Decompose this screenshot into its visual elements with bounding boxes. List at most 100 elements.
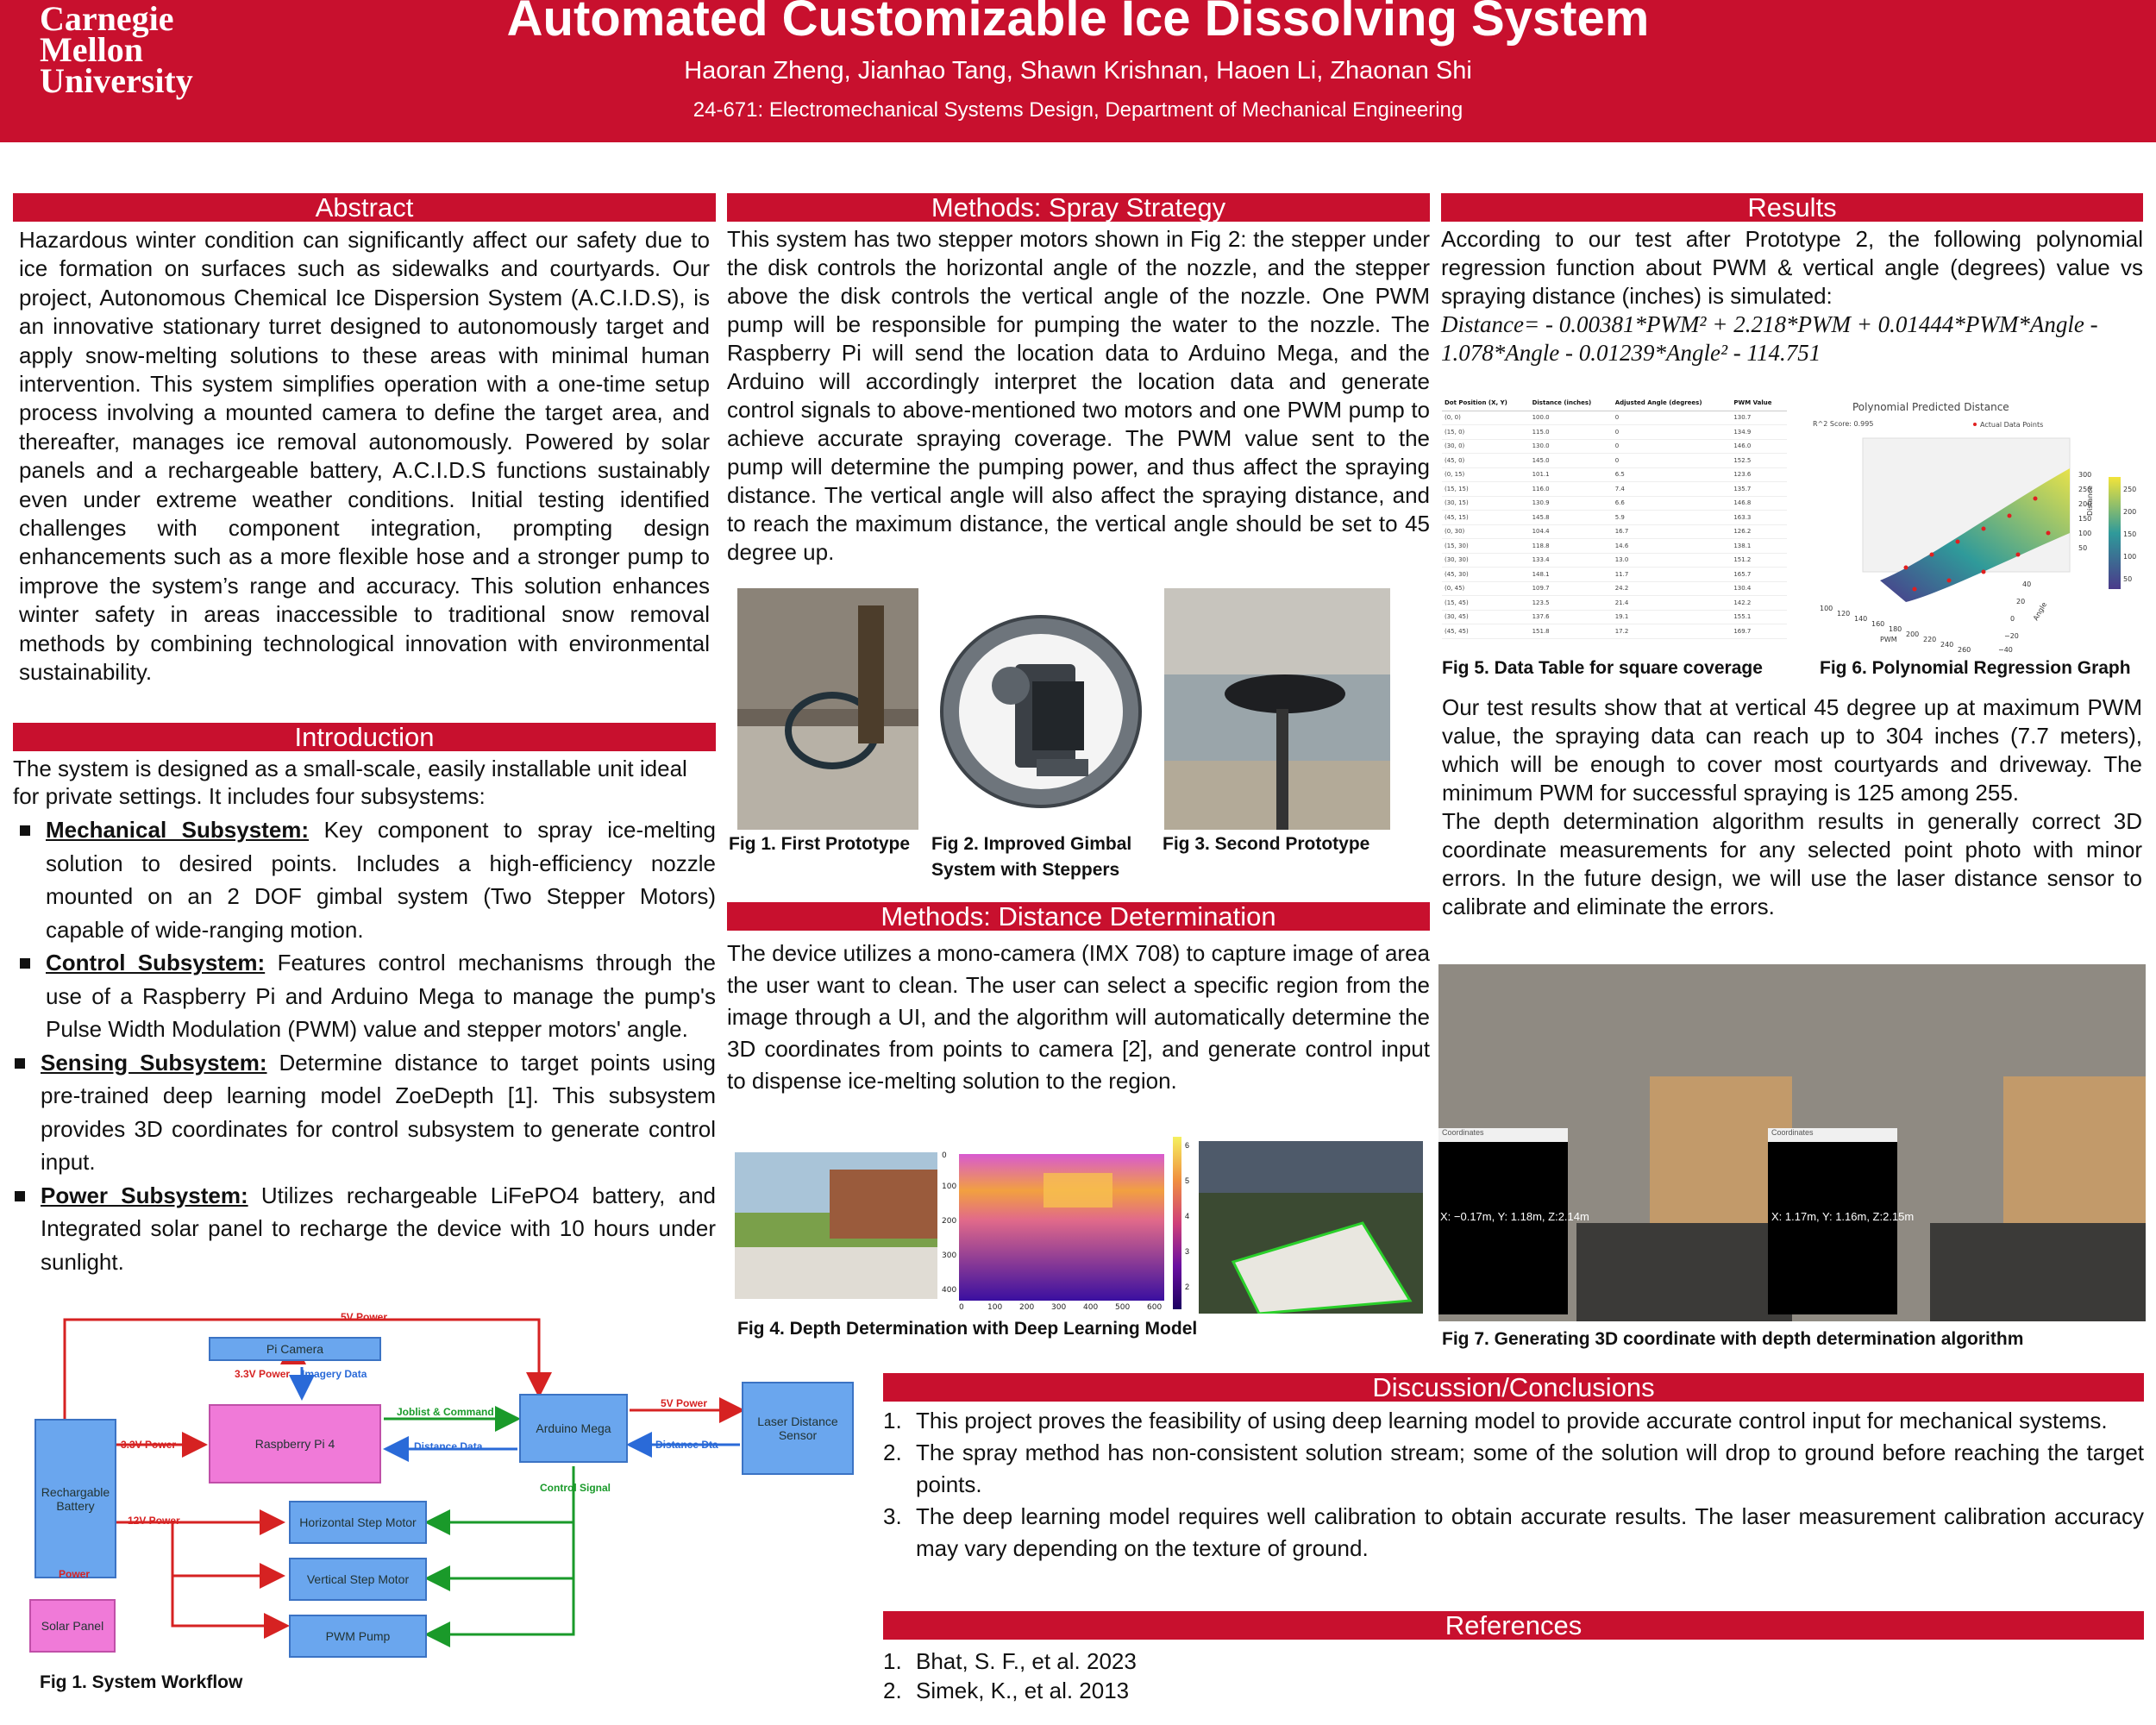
table-cell: (15, 0) xyxy=(1442,424,1530,440)
colorbar-tick: 5 xyxy=(1185,1176,1190,1185)
list-item: Mechanical Subsystem: Key component to s… xyxy=(13,813,716,946)
depth-x-tick: 0 xyxy=(959,1303,964,1311)
depth-x-tick: 500 xyxy=(1115,1303,1130,1311)
table-row: (30, 45) 137.6 19.1 155.1 xyxy=(1442,610,1787,624)
table-cell: 101.1 xyxy=(1529,467,1613,482)
table-row: (0, 15) 101.1 6.5 123.6 xyxy=(1442,467,1787,482)
table-cell: 123.5 xyxy=(1529,595,1613,611)
introduction-section: Introduction The system is designed as a… xyxy=(13,723,716,1278)
pi-camera-box: Pi Camera xyxy=(209,1337,381,1361)
fig3-caption: Fig 3. Second Prototype xyxy=(1163,834,1370,854)
x-tick: 180 xyxy=(1889,625,1902,633)
table-cell: (30, 45) xyxy=(1442,610,1530,624)
label-joblist: Joblist & Command xyxy=(397,1406,494,1418)
distance-text: The device utilizes a mono-camera (IMX 7… xyxy=(727,940,1430,1094)
colorbar-tick: 2 xyxy=(1185,1283,1190,1291)
z-axis-label: Distance xyxy=(2086,486,2094,516)
table-cell: 5.9 xyxy=(1612,510,1732,525)
table-cell: 11.7 xyxy=(1612,567,1732,582)
results-section: Results According to our test after Prot… xyxy=(1441,193,2143,367)
spray-strategy-text: This system has two stepper motors shown… xyxy=(727,226,1430,565)
window-title: Coordinates xyxy=(1768,1128,1897,1142)
table-cell: 118.8 xyxy=(1529,538,1613,554)
depth-x-tick: 300 xyxy=(1051,1303,1066,1311)
vertical-motor-box: Vertical Step Motor xyxy=(289,1558,427,1601)
table-row: (0, 45) 109.7 24.2 130.4 xyxy=(1442,581,1787,596)
depth-y-tick: 400 xyxy=(942,1286,956,1295)
y-tick: −20 xyxy=(2004,632,2019,640)
table-row: (0, 0) 100.0 0 130.7 xyxy=(1442,411,1787,425)
table-cell: 133.4 xyxy=(1529,553,1613,568)
spray-strategy-title: Methods: Spray Strategy xyxy=(727,193,1430,222)
table-cell: 152.5 xyxy=(1731,453,1787,468)
table-cell: 0 xyxy=(1612,439,1732,454)
cbar-tick: 50 xyxy=(2123,575,2132,583)
introduction-title: Introduction xyxy=(13,723,716,751)
table-cell: 21.4 xyxy=(1612,595,1732,611)
table-cell: (45, 0) xyxy=(1442,453,1530,468)
table-row: (45, 15) 145.8 5.9 163.3 xyxy=(1442,510,1787,525)
table-cell: 17.2 xyxy=(1612,624,1732,639)
table-row: (15, 45) 123.5 21.4 142.2 xyxy=(1442,595,1787,611)
laser-sensor-box: Laser Distance Sensor xyxy=(742,1382,854,1475)
gimbal-render xyxy=(933,604,1149,819)
results-text-2: Our test results show that at vertical 4… xyxy=(1442,694,2142,806)
table-cell: (45, 30) xyxy=(1442,567,1530,582)
table-cell: 130.0 xyxy=(1529,439,1613,454)
table-header-cell: Adjusted Angle (degrees) xyxy=(1612,395,1732,411)
cmu-logo: Carnegie Mellon University xyxy=(40,0,193,100)
table-cell: 130.7 xyxy=(1731,411,1787,425)
coords-window-right: Coordinates X: 1.17m, Y: 1.16m, Z:2.15m xyxy=(1768,1128,1914,1314)
z-tick: 100 xyxy=(2078,530,2091,537)
affiliation: 24-671: Electromechanical Systems Design… xyxy=(693,98,1463,122)
coord-readout-left: X: −0.17m, Y: 1.18m, Z:2.14m xyxy=(1440,1210,1589,1223)
list-item: 3. The deep learning model requires well … xyxy=(883,1503,2144,1561)
introduction-text: The system is designed as a small-scale,… xyxy=(13,756,687,809)
z-tick: 250 xyxy=(2078,486,2091,493)
x-tick: 140 xyxy=(1854,615,1867,623)
discussion-title: Discussion/Conclusions xyxy=(883,1373,2144,1402)
y-tick: 20 xyxy=(2016,598,2025,605)
x-axis-label: PWM xyxy=(1880,636,1897,643)
label-control-signal: Control Signal xyxy=(540,1482,611,1494)
gimbal-drawing xyxy=(940,615,1142,808)
table-cell: 134.9 xyxy=(1731,424,1787,440)
table-cell: 169.7 xyxy=(1731,624,1787,639)
table-cell: 7.4 xyxy=(1612,481,1732,497)
x-tick: 100 xyxy=(1820,605,1833,612)
table-row: (15, 30) 118.8 14.6 138.1 xyxy=(1442,538,1787,554)
depth-y-tick: 100 xyxy=(942,1182,956,1191)
x-tick: 240 xyxy=(1940,641,1953,649)
coordinate-demo-images: Coordinates X: −0.17m, Y: 1.18m, Z:2.14m… xyxy=(1438,964,2146,1321)
table-cell: 148.1 xyxy=(1529,567,1613,582)
table-cell: 130.4 xyxy=(1731,581,1787,596)
table-cell: 123.6 xyxy=(1731,467,1787,482)
results-discussion: Our test results show that at vertical 4… xyxy=(1442,693,2142,921)
table-row: (0, 30) 104.4 16.7 126.2 xyxy=(1442,524,1787,539)
z-tick: 300 xyxy=(2078,471,2091,479)
grid-overlay-photo xyxy=(1199,1141,1423,1314)
y-tick: 40 xyxy=(2022,580,2031,588)
depth-map-plot: 0 100 200 300 400 0 100 200 300 400 500 … xyxy=(942,1151,1164,1312)
discussion-list: 1. This project proves the feasibility of… xyxy=(883,1405,2144,1565)
poster-title: Automated Customizable Ice Dissolving Sy… xyxy=(506,0,1650,47)
table-cell: 16.7 xyxy=(1612,524,1732,539)
table-row: (45, 45) 151.8 17.2 169.7 xyxy=(1442,624,1787,639)
depth-x-tick: 600 xyxy=(1147,1303,1162,1311)
table-cell: (0, 30) xyxy=(1442,524,1530,539)
table-cell: (0, 0) xyxy=(1442,411,1530,425)
y-axis-label: Angle xyxy=(2032,601,2048,622)
label-3v3-pi: 3.3V Power xyxy=(121,1439,177,1451)
list-item: 2. Simek, K., et al. 2013 xyxy=(883,1678,1130,1703)
table-cell: (45, 45) xyxy=(1442,624,1530,639)
table-cell: 151.8 xyxy=(1529,624,1613,639)
table-cell: 19.1 xyxy=(1612,610,1732,624)
list-item: Control Subsystem: Features control mech… xyxy=(13,946,716,1046)
table-cell: 145.0 xyxy=(1529,453,1613,468)
table-cell: 145.8 xyxy=(1529,510,1613,525)
list-item: Power Subsystem: Utilizes rechargeable L… xyxy=(13,1179,716,1279)
table-cell: 137.6 xyxy=(1529,610,1613,624)
cbar-tick: 200 xyxy=(2123,508,2136,516)
first-prototype-photo xyxy=(737,588,918,830)
horizontal-motor-box: Horizontal Step Motor xyxy=(289,1501,427,1544)
